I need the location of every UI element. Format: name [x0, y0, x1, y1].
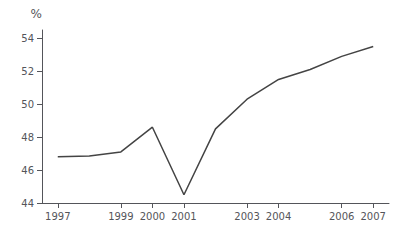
svg-text:50: 50: [21, 99, 34, 110]
svg-text:2003: 2003: [234, 211, 259, 222]
svg-text:2004: 2004: [266, 211, 291, 222]
svg-text:2006: 2006: [329, 211, 354, 222]
svg-text:54: 54: [21, 33, 34, 44]
svg-text:44: 44: [21, 198, 34, 209]
svg-text:%: %: [31, 7, 42, 21]
svg-text:2001: 2001: [171, 211, 196, 222]
svg-text:46: 46: [21, 165, 34, 176]
svg-text:48: 48: [21, 132, 34, 143]
svg-text:1997: 1997: [45, 211, 70, 222]
svg-text:52: 52: [21, 66, 34, 77]
svg-text:2007: 2007: [361, 211, 386, 222]
svg-text:2000: 2000: [140, 211, 165, 222]
svg-text:1999: 1999: [108, 211, 133, 222]
